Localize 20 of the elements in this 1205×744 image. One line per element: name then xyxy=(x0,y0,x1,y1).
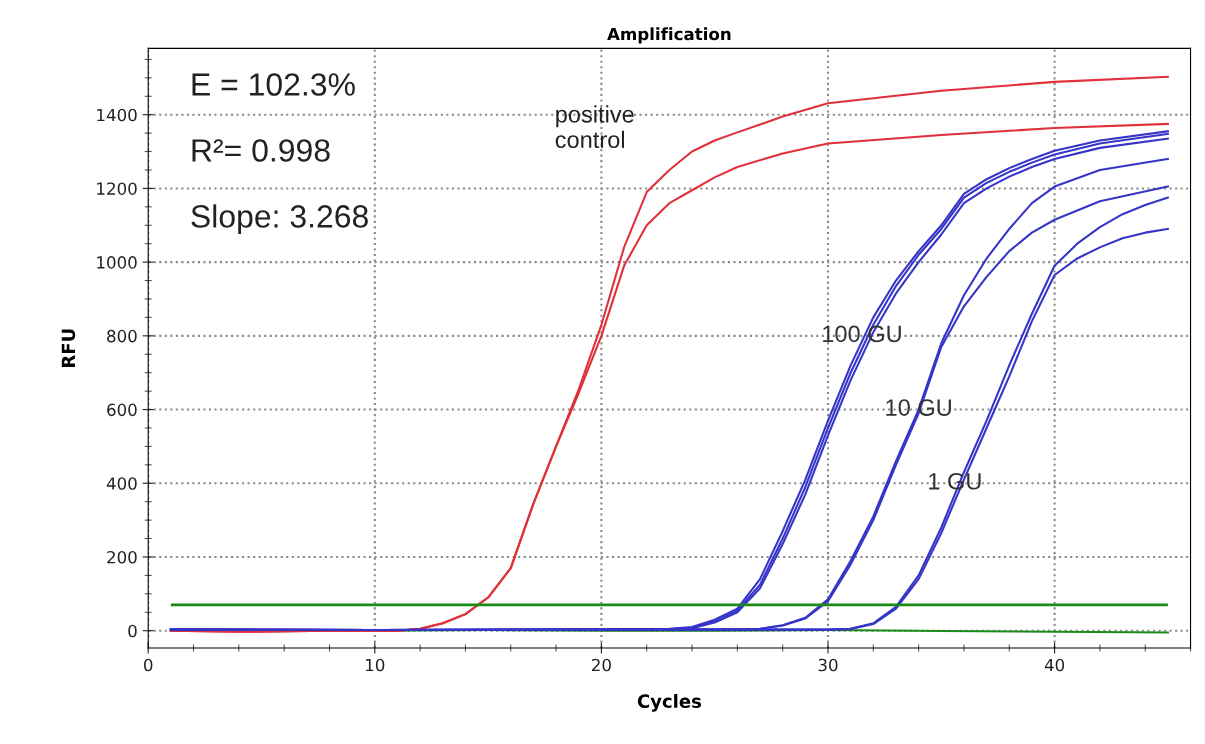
annotation: E = 102.3% xyxy=(192,73,355,96)
y-tick-label: 1400 xyxy=(97,108,137,122)
x-tick-label: 20 xyxy=(592,658,611,672)
annotation: Slope: 3.268 xyxy=(191,204,368,235)
x-axis-title: Cycles xyxy=(637,694,701,712)
y-tick-label: 1000 xyxy=(97,256,137,269)
y-tick-label: 800 xyxy=(107,329,137,343)
y-tick-label: 400 xyxy=(106,477,137,490)
y-tick-label: 1200 xyxy=(97,182,137,195)
y-tick-label: 200 xyxy=(107,550,137,564)
y-tick-label: 0 xyxy=(128,624,137,638)
chart-title: Amplification xyxy=(607,27,731,44)
x-tick-label: 40 xyxy=(1044,658,1065,672)
y-tick-label: 600 xyxy=(107,403,137,417)
x-tick-label: 10 xyxy=(366,658,385,672)
y-axis-title: RFU xyxy=(61,329,76,367)
annotation: R²= 0.998 xyxy=(192,139,330,162)
annotation: positive control xyxy=(555,105,634,149)
x-tick-label: 0 xyxy=(144,658,153,672)
x-tick-label: 30 xyxy=(818,658,838,672)
